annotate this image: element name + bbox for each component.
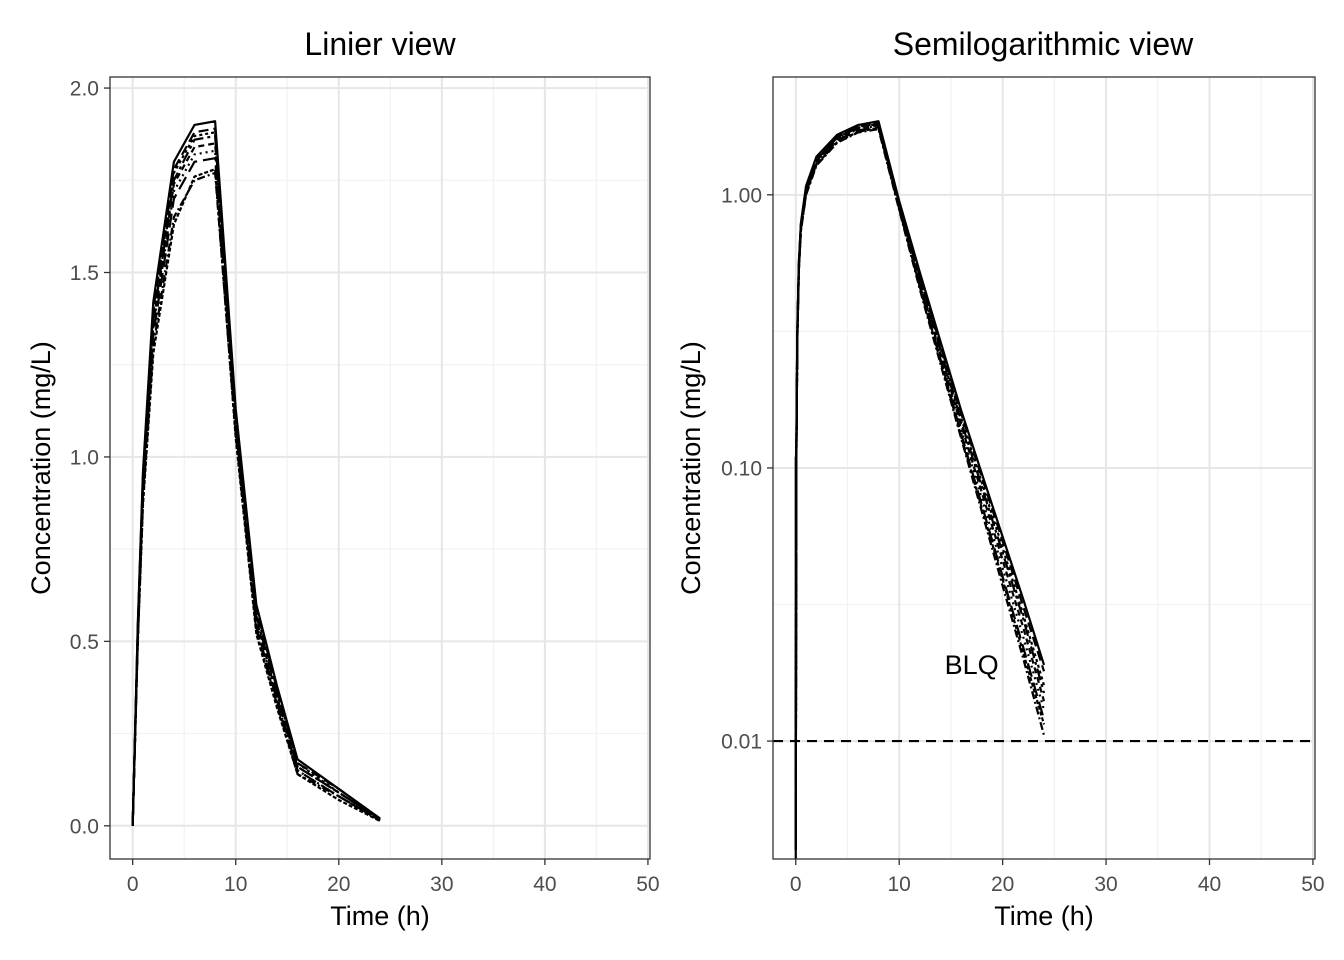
plot-background	[110, 77, 650, 859]
x-axis-label: Time (h)	[994, 901, 1094, 931]
series-line-3	[794, 122, 1046, 850]
y-tick-label: 0.5	[70, 631, 99, 654]
series-line-9	[794, 126, 1046, 850]
x-tick-label: 50	[636, 873, 659, 896]
blq-annotation: BLQ	[945, 650, 999, 680]
x-tick-label: 20	[327, 873, 350, 896]
semilog-view-panel: BLQ 0 10 20 30 40 50 0.01 0.10 1.00 Semilogarithmi…	[676, 26, 1325, 931]
y-tick-label: 1.00	[721, 184, 762, 207]
y-tick-label: 0.01	[721, 731, 762, 754]
series-line-4	[794, 122, 1046, 850]
x-tick-label: 40	[533, 873, 556, 896]
series-line-9	[131, 168, 381, 826]
linear-view-panel: 0 10 20 30 40 50 0.0 0.5 1.0 1.5 2.0 Linier view Tim…	[26, 26, 660, 931]
panel-border	[109, 76, 651, 860]
panel-title: Semilogarithmic view	[893, 26, 1194, 62]
x-tick-label: 50	[1301, 873, 1324, 896]
y-tick-label: 2.0	[70, 78, 99, 101]
y-tick-label: 1.5	[70, 262, 99, 285]
x-tick-label: 30	[1094, 873, 1117, 896]
x-tick-label: 20	[991, 873, 1014, 896]
x-tick-label: 0	[127, 873, 139, 896]
y-tick-label: 0.10	[721, 457, 762, 480]
x-tick-label: 40	[1198, 873, 1221, 896]
x-tick-label: 0	[790, 873, 802, 896]
x-tick-label: 10	[888, 873, 911, 896]
series-group	[794, 120, 1046, 859]
x-tick-label: 30	[430, 873, 453, 896]
x-axis-label: Time (h)	[330, 901, 430, 931]
panel-title: Linier view	[304, 26, 456, 62]
y-axis-label: Concentration (mg/L)	[26, 341, 56, 595]
y-tick-label: 0.0	[70, 815, 99, 838]
series-group	[131, 120, 381, 826]
x-tick-label: 10	[224, 873, 247, 896]
y-axis-label: Concentration (mg/L)	[676, 341, 706, 595]
y-tick-label: 1.0	[70, 446, 99, 469]
